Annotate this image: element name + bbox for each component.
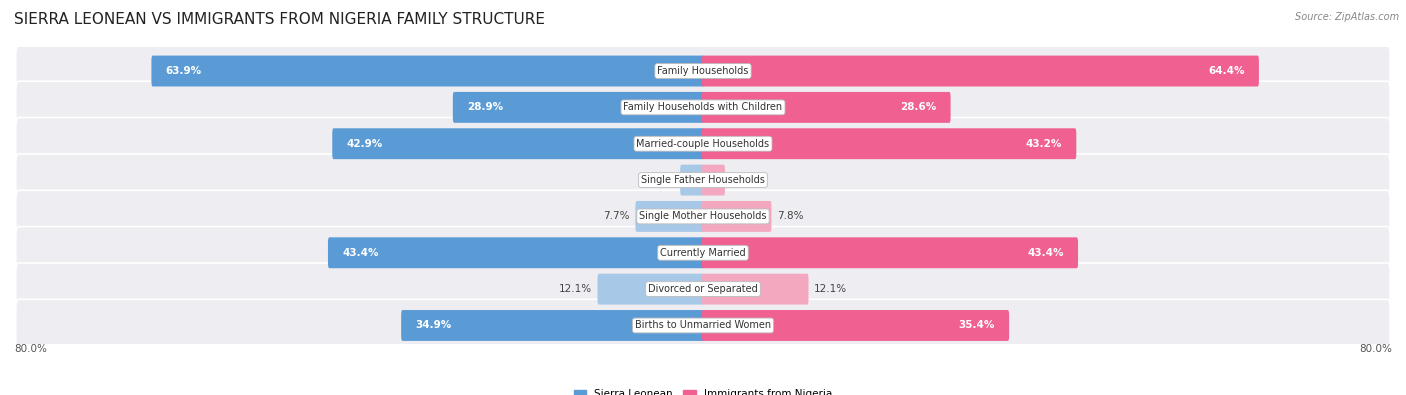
Text: Source: ZipAtlas.com: Source: ZipAtlas.com (1295, 12, 1399, 22)
FancyBboxPatch shape (15, 154, 1391, 206)
Text: 28.6%: 28.6% (900, 102, 936, 112)
Text: 28.9%: 28.9% (467, 102, 503, 112)
FancyBboxPatch shape (15, 190, 1391, 243)
FancyBboxPatch shape (15, 263, 1391, 315)
FancyBboxPatch shape (401, 310, 704, 341)
Text: SIERRA LEONEAN VS IMMIGRANTS FROM NIGERIA FAMILY STRUCTURE: SIERRA LEONEAN VS IMMIGRANTS FROM NIGERI… (14, 12, 546, 27)
FancyBboxPatch shape (332, 128, 704, 159)
Text: Currently Married: Currently Married (661, 248, 745, 258)
FancyBboxPatch shape (15, 81, 1391, 134)
Text: 2.5%: 2.5% (648, 175, 675, 185)
Text: 12.1%: 12.1% (814, 284, 848, 294)
FancyBboxPatch shape (702, 92, 950, 123)
Text: 43.2%: 43.2% (1026, 139, 1062, 149)
Text: 63.9%: 63.9% (166, 66, 201, 76)
Text: Married-couple Households: Married-couple Households (637, 139, 769, 149)
Text: 34.9%: 34.9% (415, 320, 451, 331)
Text: 7.8%: 7.8% (778, 211, 804, 222)
FancyBboxPatch shape (15, 45, 1391, 97)
FancyBboxPatch shape (681, 165, 704, 196)
Text: Single Mother Households: Single Mother Households (640, 211, 766, 222)
FancyBboxPatch shape (702, 128, 1077, 159)
FancyBboxPatch shape (702, 165, 725, 196)
Text: 64.4%: 64.4% (1208, 66, 1244, 76)
Legend: Sierra Leonean, Immigrants from Nigeria: Sierra Leonean, Immigrants from Nigeria (569, 385, 837, 395)
FancyBboxPatch shape (598, 274, 704, 305)
FancyBboxPatch shape (702, 274, 808, 305)
FancyBboxPatch shape (152, 56, 704, 87)
Text: 80.0%: 80.0% (14, 344, 46, 354)
Text: 80.0%: 80.0% (1360, 344, 1392, 354)
Text: 42.9%: 42.9% (346, 139, 382, 149)
FancyBboxPatch shape (702, 237, 1078, 268)
Text: 2.4%: 2.4% (731, 175, 756, 185)
Text: Family Households: Family Households (658, 66, 748, 76)
FancyBboxPatch shape (702, 56, 1258, 87)
FancyBboxPatch shape (453, 92, 704, 123)
FancyBboxPatch shape (636, 201, 704, 232)
FancyBboxPatch shape (702, 201, 772, 232)
Text: Births to Unmarried Women: Births to Unmarried Women (636, 320, 770, 331)
FancyBboxPatch shape (15, 299, 1391, 352)
FancyBboxPatch shape (328, 237, 704, 268)
Text: 7.7%: 7.7% (603, 211, 630, 222)
Text: 43.4%: 43.4% (1028, 248, 1064, 258)
FancyBboxPatch shape (15, 118, 1391, 170)
Text: 12.1%: 12.1% (558, 284, 592, 294)
Text: 35.4%: 35.4% (959, 320, 995, 331)
Text: Divorced or Separated: Divorced or Separated (648, 284, 758, 294)
Text: Single Father Households: Single Father Households (641, 175, 765, 185)
Text: 43.4%: 43.4% (342, 248, 378, 258)
Text: Family Households with Children: Family Households with Children (623, 102, 783, 112)
FancyBboxPatch shape (15, 227, 1391, 279)
FancyBboxPatch shape (702, 310, 1010, 341)
